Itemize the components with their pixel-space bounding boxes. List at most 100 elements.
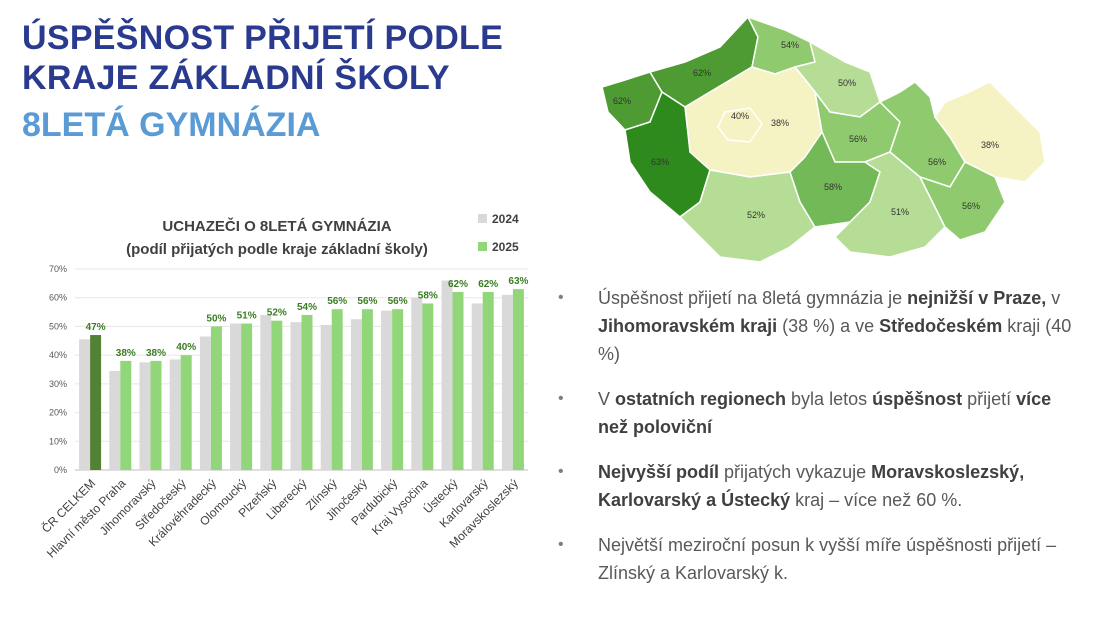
bar-2025 <box>361 309 373 470</box>
title-line-3: 8LETÁ GYMNÁZIA <box>22 106 321 144</box>
map-label: 51% <box>891 207 909 217</box>
y-tick-label: 50% <box>49 321 67 331</box>
bar-2024 <box>290 322 302 470</box>
bullet-list: • Úspěšnost přijetí na 8letá gymnázia je … <box>556 284 1086 604</box>
bullet-dot-icon: • <box>558 390 564 407</box>
data-label: 38% <box>116 348 136 359</box>
bullet-dot-icon: • <box>558 289 564 306</box>
bar-2025 <box>331 309 343 470</box>
y-tick-label: 70% <box>49 264 67 274</box>
map-label: 38% <box>771 118 789 128</box>
bullet-text: Moravskoslezský, Karlovarský a Ústecký <box>598 462 1025 510</box>
bullet-item: • Úspěšnost přijetí na 8letá gymnázia je … <box>556 284 1086 368</box>
bullet-text: Největší meziroční posun k vyšší míře ús… <box>598 535 1057 583</box>
bullet-text: přijatých vykazuje <box>719 462 872 482</box>
bullet-text: (38 %) a ve <box>777 316 880 336</box>
bar-2024 <box>139 362 151 470</box>
y-tick-label: 0% <box>54 465 67 475</box>
data-label: 54% <box>297 302 317 313</box>
bar-2025 <box>90 335 102 470</box>
bar-2024 <box>230 323 242 470</box>
bar-2025 <box>512 289 524 470</box>
y-tick-label: 60% <box>49 293 67 303</box>
data-label: 62% <box>478 279 498 290</box>
bullet-text: přijetí <box>962 389 1017 409</box>
map-region-jihocesky <box>678 169 816 263</box>
data-label: 56% <box>327 296 347 307</box>
map-label: 52% <box>747 210 765 220</box>
bar-2024 <box>320 324 332 470</box>
bullet-text: kraji (40 %) <box>598 316 1072 364</box>
bullet-text: byla letos <box>786 389 873 409</box>
bullet-text: Nejvyšší podíl <box>598 462 720 482</box>
chart-legend: 2024 2025 <box>478 212 519 254</box>
map-label: 56% <box>849 134 867 144</box>
bullet-text: ostatních regionech <box>615 389 787 409</box>
bar-2024 <box>79 339 91 470</box>
bar-2024 <box>381 310 393 470</box>
map-label: 38% <box>981 140 999 150</box>
bar-2024 <box>471 303 483 470</box>
bar-2025 <box>180 355 192 470</box>
bar-2025 <box>241 323 253 470</box>
page-title: ÚSPĚŠNOST PŘIJETÍ PODLE KRAJE ZÁKLADNÍ Š… <box>22 18 503 146</box>
bullet-text: Středočeském <box>879 316 1003 336</box>
map-region-moravskoslezsky <box>934 81 1046 183</box>
map-label: 62% <box>693 68 711 78</box>
bar-chart: UCHAZEČI O 8LETÁ GYMNÁZIA (podíl přijatý… <box>38 212 529 561</box>
title-line-2: KRAJE ZÁKLADNÍ ŠKOLY <box>22 59 450 97</box>
legend-swatch <box>478 242 487 251</box>
data-label: 52% <box>267 308 287 319</box>
chart-title: UCHAZEČI O 8LETÁ GYMNÁZIA <box>162 217 391 235</box>
data-label: 50% <box>206 313 226 324</box>
bullet-text: Úspěšnost přijetí na 8letá gymnázia je <box>598 288 908 308</box>
bullet-item: • V ostatních regionech byla letos úspěšn… <box>556 385 1086 441</box>
bullet-text: Jihomoravském kraji <box>598 316 778 336</box>
bar-2025 <box>452 291 464 470</box>
map-region-praha <box>717 107 763 143</box>
bullet-dot-icon: • <box>558 463 564 480</box>
bullet-text: kraj – více než 60 %. <box>790 490 963 510</box>
bar-2025 <box>422 303 434 470</box>
data-label: 56% <box>388 296 408 307</box>
y-tick-label: 40% <box>49 350 67 360</box>
legend-label: 2024 <box>492 212 519 226</box>
bullet-item: • Nejvyšší podíl přijatých vykazuje Morav… <box>556 458 1086 514</box>
bar-2025 <box>301 314 313 470</box>
legend-swatch <box>478 214 487 223</box>
bullet-dot-icon: • <box>558 536 564 553</box>
bar-2024 <box>441 280 453 470</box>
data-label: 51% <box>237 311 257 322</box>
bullet-text: v <box>1046 288 1061 308</box>
chart-bars <box>79 280 524 470</box>
data-label: 40% <box>176 342 196 353</box>
map-label: 50% <box>838 78 856 88</box>
map-label: 62% <box>613 96 631 106</box>
map-region-zlinsky <box>918 161 1006 241</box>
map-label: 56% <box>962 201 980 211</box>
y-tick-label: 10% <box>49 436 67 446</box>
data-label: 58% <box>418 290 438 301</box>
legend-label: 2025 <box>492 240 519 254</box>
map-label: 63% <box>651 157 669 167</box>
bar-2024 <box>260 314 272 470</box>
map-label: 58% <box>824 182 842 192</box>
bar-2024 <box>109 370 121 470</box>
y-tick-label: 20% <box>49 408 67 418</box>
data-labels: 47% 38% 38% 40% 50% 51% 52% 54% 56% 56% 56% 58% 62% 6… <box>86 276 529 359</box>
map-labels: 62% 62% 54% 50% 38% 40% 56% 63% 52% 58% 51% 56% 38% 5… <box>613 40 999 220</box>
title-line-1: ÚSPĚŠNOST PŘIJETÍ PODLE <box>22 19 504 57</box>
bullet-text: více než poloviční <box>598 389 1052 437</box>
czech-regions-map: 62% 62% 54% 50% 38% 40% 56% 63% 52% 58% 51% 56% 38% 5… <box>601 15 1046 263</box>
data-label: 62% <box>448 279 468 290</box>
bullet-text: nejnižší v Praze, <box>907 288 1047 308</box>
map-label: 56% <box>928 157 946 167</box>
data-label: 56% <box>357 296 377 307</box>
map-label: 54% <box>781 40 799 50</box>
data-label: 63% <box>508 276 528 287</box>
data-label: 47% <box>86 322 106 333</box>
bar-2025 <box>120 360 132 470</box>
bar-2024 <box>169 359 181 470</box>
bullet-text: V <box>598 389 616 409</box>
